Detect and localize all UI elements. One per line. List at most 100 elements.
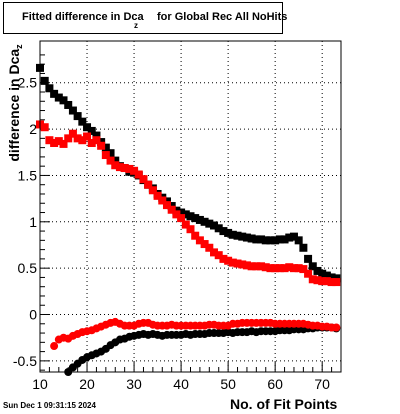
data-point-series-1 — [92, 131, 101, 140]
data-point-series-2 — [332, 278, 341, 287]
data-point-series-2 — [289, 264, 298, 273]
data-point-series-1 — [195, 215, 204, 224]
y-tick-label: 2 — [29, 121, 37, 137]
data-point-series-2 — [78, 136, 87, 145]
data-point-series-1 — [257, 235, 266, 244]
data-point-series-1 — [252, 235, 261, 244]
y-axis-label-subscript: z — [14, 44, 24, 49]
data-point-series-2 — [318, 277, 327, 286]
data-point-series-1 — [177, 208, 186, 217]
data-point-series-2 — [210, 248, 219, 257]
data-point-series-1 — [186, 212, 195, 221]
data-point-series-2 — [313, 276, 322, 285]
data-point-series-1 — [322, 271, 331, 280]
x-tick-label: 70 — [314, 376, 330, 392]
data-point-series-1 — [87, 126, 96, 135]
data-point-series-2 — [195, 236, 204, 245]
data-point-series-1 — [271, 236, 280, 245]
data-point-series-1 — [106, 149, 115, 158]
data-point-series-1 — [238, 232, 247, 241]
data-point-series-1 — [304, 254, 313, 263]
data-point-series-1 — [50, 89, 59, 98]
data-point-series-1 — [261, 236, 270, 245]
data-point-series-2 — [322, 277, 331, 286]
data-point-series-2 — [125, 164, 134, 173]
data-point-series-1 — [228, 230, 237, 239]
data-point-series-2 — [134, 170, 143, 179]
data-point-series-2 — [181, 220, 190, 229]
data-point-series-2 — [280, 264, 289, 273]
x-tick-label: 50 — [220, 376, 236, 392]
data-point-series-2 — [144, 180, 153, 189]
data-point-series-2 — [59, 139, 68, 148]
data-point-series-2 — [68, 129, 77, 138]
data-point-series-1 — [181, 210, 190, 219]
data-point-series-1 — [73, 112, 82, 121]
data-point-series-2 — [83, 132, 92, 141]
data-point-series-2 — [261, 263, 270, 272]
data-point-series-2 — [54, 137, 63, 146]
data-point-series-2 — [158, 196, 167, 205]
data-point-series-2 — [219, 254, 228, 263]
data-point-series-1 — [299, 243, 308, 252]
data-point-series-1 — [233, 231, 242, 240]
data-point-series-2 — [115, 163, 124, 172]
data-point-series-2 — [111, 161, 120, 170]
data-point-series-2 — [304, 269, 313, 278]
y-tick-label: 1 — [29, 214, 37, 230]
data-point-series-4 — [50, 342, 59, 351]
data-point-series-2 — [242, 261, 251, 270]
data-point-series-2 — [308, 275, 317, 284]
y-tick-label: 0 — [29, 307, 37, 323]
data-point-series-2 — [101, 151, 110, 160]
data-point-series-2 — [148, 186, 157, 195]
data-point-series-2 — [214, 251, 223, 260]
data-point-series-2 — [106, 156, 115, 165]
data-point-series-1 — [68, 106, 77, 115]
data-point-series-2 — [271, 264, 280, 273]
y-axis-label-text: difference in Dca — [6, 48, 22, 162]
data-point-series-2 — [205, 243, 214, 252]
data-point-series-1 — [210, 221, 219, 230]
data-point-series-1 — [191, 214, 200, 223]
data-point-series-1 — [54, 93, 63, 102]
y-tick-label: 1.5 — [18, 167, 38, 183]
data-point-series-2 — [238, 260, 247, 269]
x-tick-label: 60 — [267, 376, 283, 392]
data-point-series-2 — [266, 264, 275, 273]
data-point-series-2 — [153, 191, 162, 200]
data-point-series-2 — [228, 258, 237, 267]
data-point-series-2 — [327, 278, 336, 287]
data-point-series-2 — [224, 256, 233, 265]
data-point-series-1 — [214, 224, 223, 233]
data-point-series-1 — [64, 100, 73, 109]
chart-title-subscript: z — [134, 21, 138, 30]
x-tick-label: 40 — [173, 376, 189, 392]
data-point-series-4 — [332, 323, 341, 332]
data-point-series-2 — [50, 138, 59, 147]
data-point-series-1 — [45, 84, 54, 93]
data-point-series-2 — [172, 210, 181, 219]
plot-background — [40, 41, 341, 372]
x-tick-label: 20 — [79, 376, 95, 392]
data-point-series-2 — [257, 262, 266, 271]
data-point-series-1 — [285, 233, 294, 242]
data-point-series-2 — [40, 123, 49, 132]
data-point-series-1 — [289, 232, 298, 241]
data-point-series-2 — [247, 262, 256, 271]
data-point-series-1 — [101, 143, 110, 152]
data-point-series-2 — [285, 263, 294, 272]
data-point-series-2 — [299, 265, 308, 274]
data-point-series-1 — [40, 76, 49, 85]
data-point-series-2 — [130, 166, 139, 175]
data-point-series-2 — [45, 136, 54, 145]
data-point-series-2 — [92, 136, 101, 145]
x-tick-label: 30 — [126, 376, 142, 392]
data-point-series-2 — [87, 138, 96, 147]
data-point-series-1 — [59, 96, 68, 105]
data-point-series-1 — [266, 236, 275, 245]
data-point-series-2 — [186, 225, 195, 234]
data-point-series-1 — [308, 262, 317, 271]
data-point-series-2 — [64, 134, 73, 143]
